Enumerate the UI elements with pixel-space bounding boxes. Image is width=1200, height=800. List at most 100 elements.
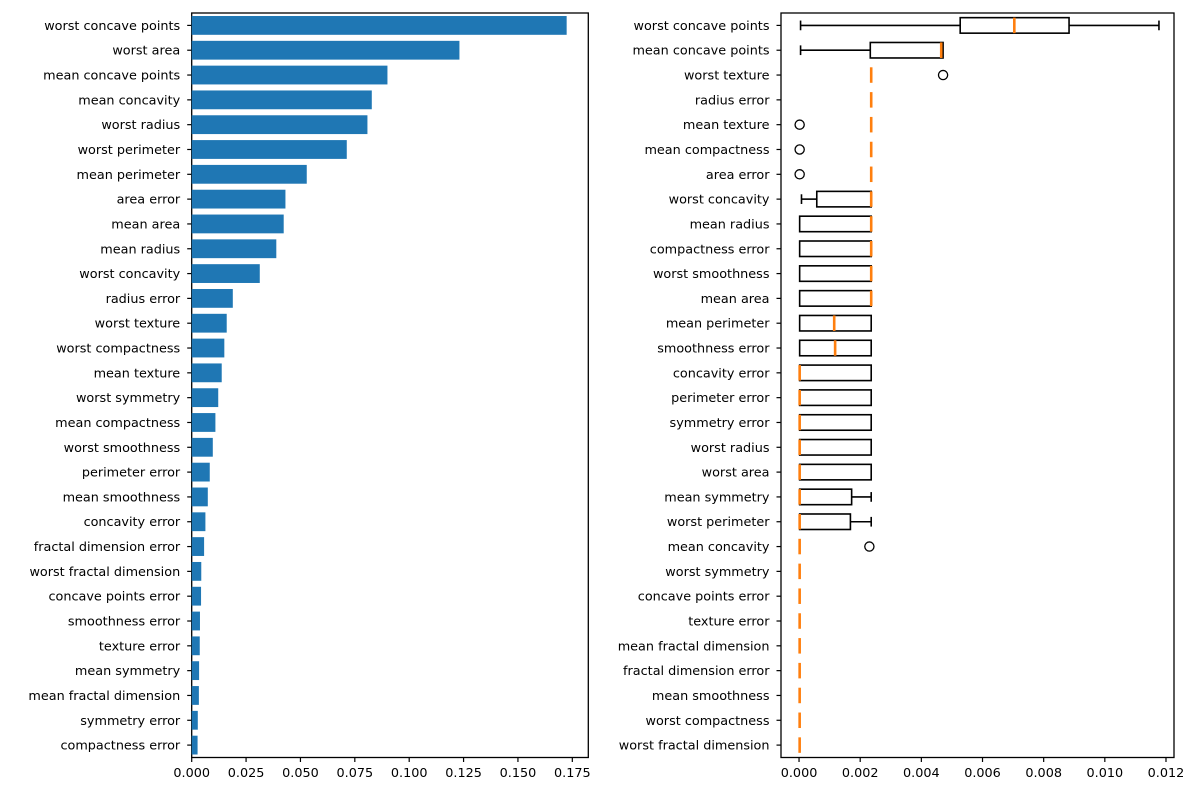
y-tick-label: fractal dimension error xyxy=(623,664,770,679)
permutation-importance-boxplot: 0.000 0.002 0.004 0.006 0.008 0.010 0.012 worst… xyxy=(618,12,1185,781)
y-tick-label: concavity error xyxy=(673,366,770,381)
x-tick-label: 0.012 xyxy=(1148,766,1185,781)
box xyxy=(798,364,873,382)
y-tick-label: worst symmetry xyxy=(76,391,181,406)
y-tick-label: mean perimeter xyxy=(77,168,181,183)
importance-bar xyxy=(191,189,286,209)
box xyxy=(798,413,873,432)
y-tick-label: worst fractal dimension xyxy=(619,739,770,754)
x-tick-label: 0.008 xyxy=(1025,766,1062,781)
importance-bar xyxy=(191,611,200,631)
y-tick-label: worst radius xyxy=(101,118,180,133)
importance-bar xyxy=(191,65,388,85)
y-tick-label: mean fractal dimension xyxy=(28,689,180,704)
y-tick-label: worst concavity xyxy=(669,193,770,208)
y-tick-label: worst radius xyxy=(691,441,770,456)
outlier-marker xyxy=(794,169,805,180)
y-tick-label: worst compactness xyxy=(646,714,770,729)
y-tick-label: mean concave points xyxy=(43,69,180,84)
y-tick-label: texture error xyxy=(99,639,181,654)
outlier-marker xyxy=(794,144,805,155)
x-tick-label: 0.025 xyxy=(228,766,265,781)
x-tick-label: 0.004 xyxy=(903,766,940,781)
importance-bar xyxy=(191,661,200,681)
y-tick-label: worst symmetry xyxy=(665,565,770,580)
y-tick-label: mean compactness xyxy=(55,416,180,431)
y-tick-label: worst area xyxy=(112,44,180,59)
importance-bar xyxy=(191,115,368,135)
mdi-importance-bar-chart: 0.000 0.025 0.050 0.075 0.100 0.125 0.150 0.175… xyxy=(28,12,591,781)
y-tick-label: worst texture xyxy=(95,317,181,332)
box xyxy=(815,190,873,208)
outlier-marker xyxy=(794,119,805,130)
y-tick-label: mean compactness xyxy=(644,143,769,158)
importance-bar xyxy=(191,537,205,556)
importance-bar xyxy=(191,239,277,259)
y-tick-label: worst concave points xyxy=(44,19,180,34)
importance-bar xyxy=(191,686,199,705)
y-tick-label: worst texture xyxy=(684,69,770,84)
importance-bar xyxy=(191,586,202,606)
importance-bar xyxy=(191,388,219,408)
x-tick-label: 0.125 xyxy=(445,766,482,781)
outlier-marker xyxy=(864,541,875,552)
importance-bar xyxy=(191,140,347,159)
box xyxy=(798,488,853,506)
box xyxy=(798,265,873,283)
y-tick-label: worst perimeter xyxy=(78,143,181,158)
y-tick-label: mean concavity xyxy=(78,93,180,108)
y-tick-label: worst fractal dimension xyxy=(29,565,180,580)
y-tick-label: mean smoothness xyxy=(652,689,770,704)
y-tick-label: worst smoothness xyxy=(64,441,181,456)
y-tick-label: worst compactness xyxy=(56,342,180,357)
y-tick-label: concave points error xyxy=(638,590,770,605)
importance-bar xyxy=(191,313,227,333)
importance-bar xyxy=(191,338,225,358)
y-tick-label: radius error xyxy=(695,93,770,108)
importance-bar xyxy=(191,735,198,755)
y-tick-label: concave points error xyxy=(48,590,180,605)
importance-bar xyxy=(191,437,213,457)
y-tick-label: area error xyxy=(706,168,770,183)
y-tick-label: worst perimeter xyxy=(667,515,770,530)
importance-bar xyxy=(191,164,307,184)
x-tick-label: 0.002 xyxy=(842,766,879,781)
y-tick-label: compactness error xyxy=(60,739,180,754)
x-tick-label: 0.000 xyxy=(781,766,818,781)
y-tick-label: mean fractal dimension xyxy=(618,639,770,654)
importance-bar xyxy=(191,363,222,383)
importance-bar xyxy=(191,561,202,581)
y-tick-label: area error xyxy=(117,193,181,208)
importance-bar xyxy=(191,462,210,482)
outlier-marker xyxy=(937,69,949,81)
y-tick-label: perimeter error xyxy=(671,391,770,406)
y-tick-label: mean perimeter xyxy=(666,317,770,332)
y-tick-label: mean radius xyxy=(100,242,180,257)
y-tick-label: mean concavity xyxy=(668,540,770,555)
importance-bar xyxy=(191,636,200,656)
importance-bar xyxy=(191,487,208,507)
y-tick-label: worst concavity xyxy=(79,267,180,282)
x-tick-label: 0.006 xyxy=(964,766,1001,781)
y-tick-label: smoothness error xyxy=(657,342,770,357)
y-tick-label: concavity error xyxy=(84,515,181,530)
x-tick-label: 0.100 xyxy=(391,766,428,781)
importance-bar xyxy=(191,288,233,308)
box xyxy=(869,41,944,59)
box xyxy=(798,513,852,531)
box xyxy=(798,240,873,258)
x-tick-label: 0.175 xyxy=(554,766,591,781)
box xyxy=(798,463,873,481)
x-tick-label: 0.050 xyxy=(282,766,319,781)
importance-bar xyxy=(191,512,206,532)
x-tick-label: 0.000 xyxy=(173,766,210,781)
importance-bar xyxy=(191,710,198,730)
importance-bar xyxy=(191,90,372,110)
box xyxy=(798,215,873,233)
y-tick-label: mean texture xyxy=(683,118,770,133)
box xyxy=(798,289,873,307)
x-tick-label: 0.150 xyxy=(500,766,537,781)
y-tick-label: mean symmetry xyxy=(75,664,181,679)
